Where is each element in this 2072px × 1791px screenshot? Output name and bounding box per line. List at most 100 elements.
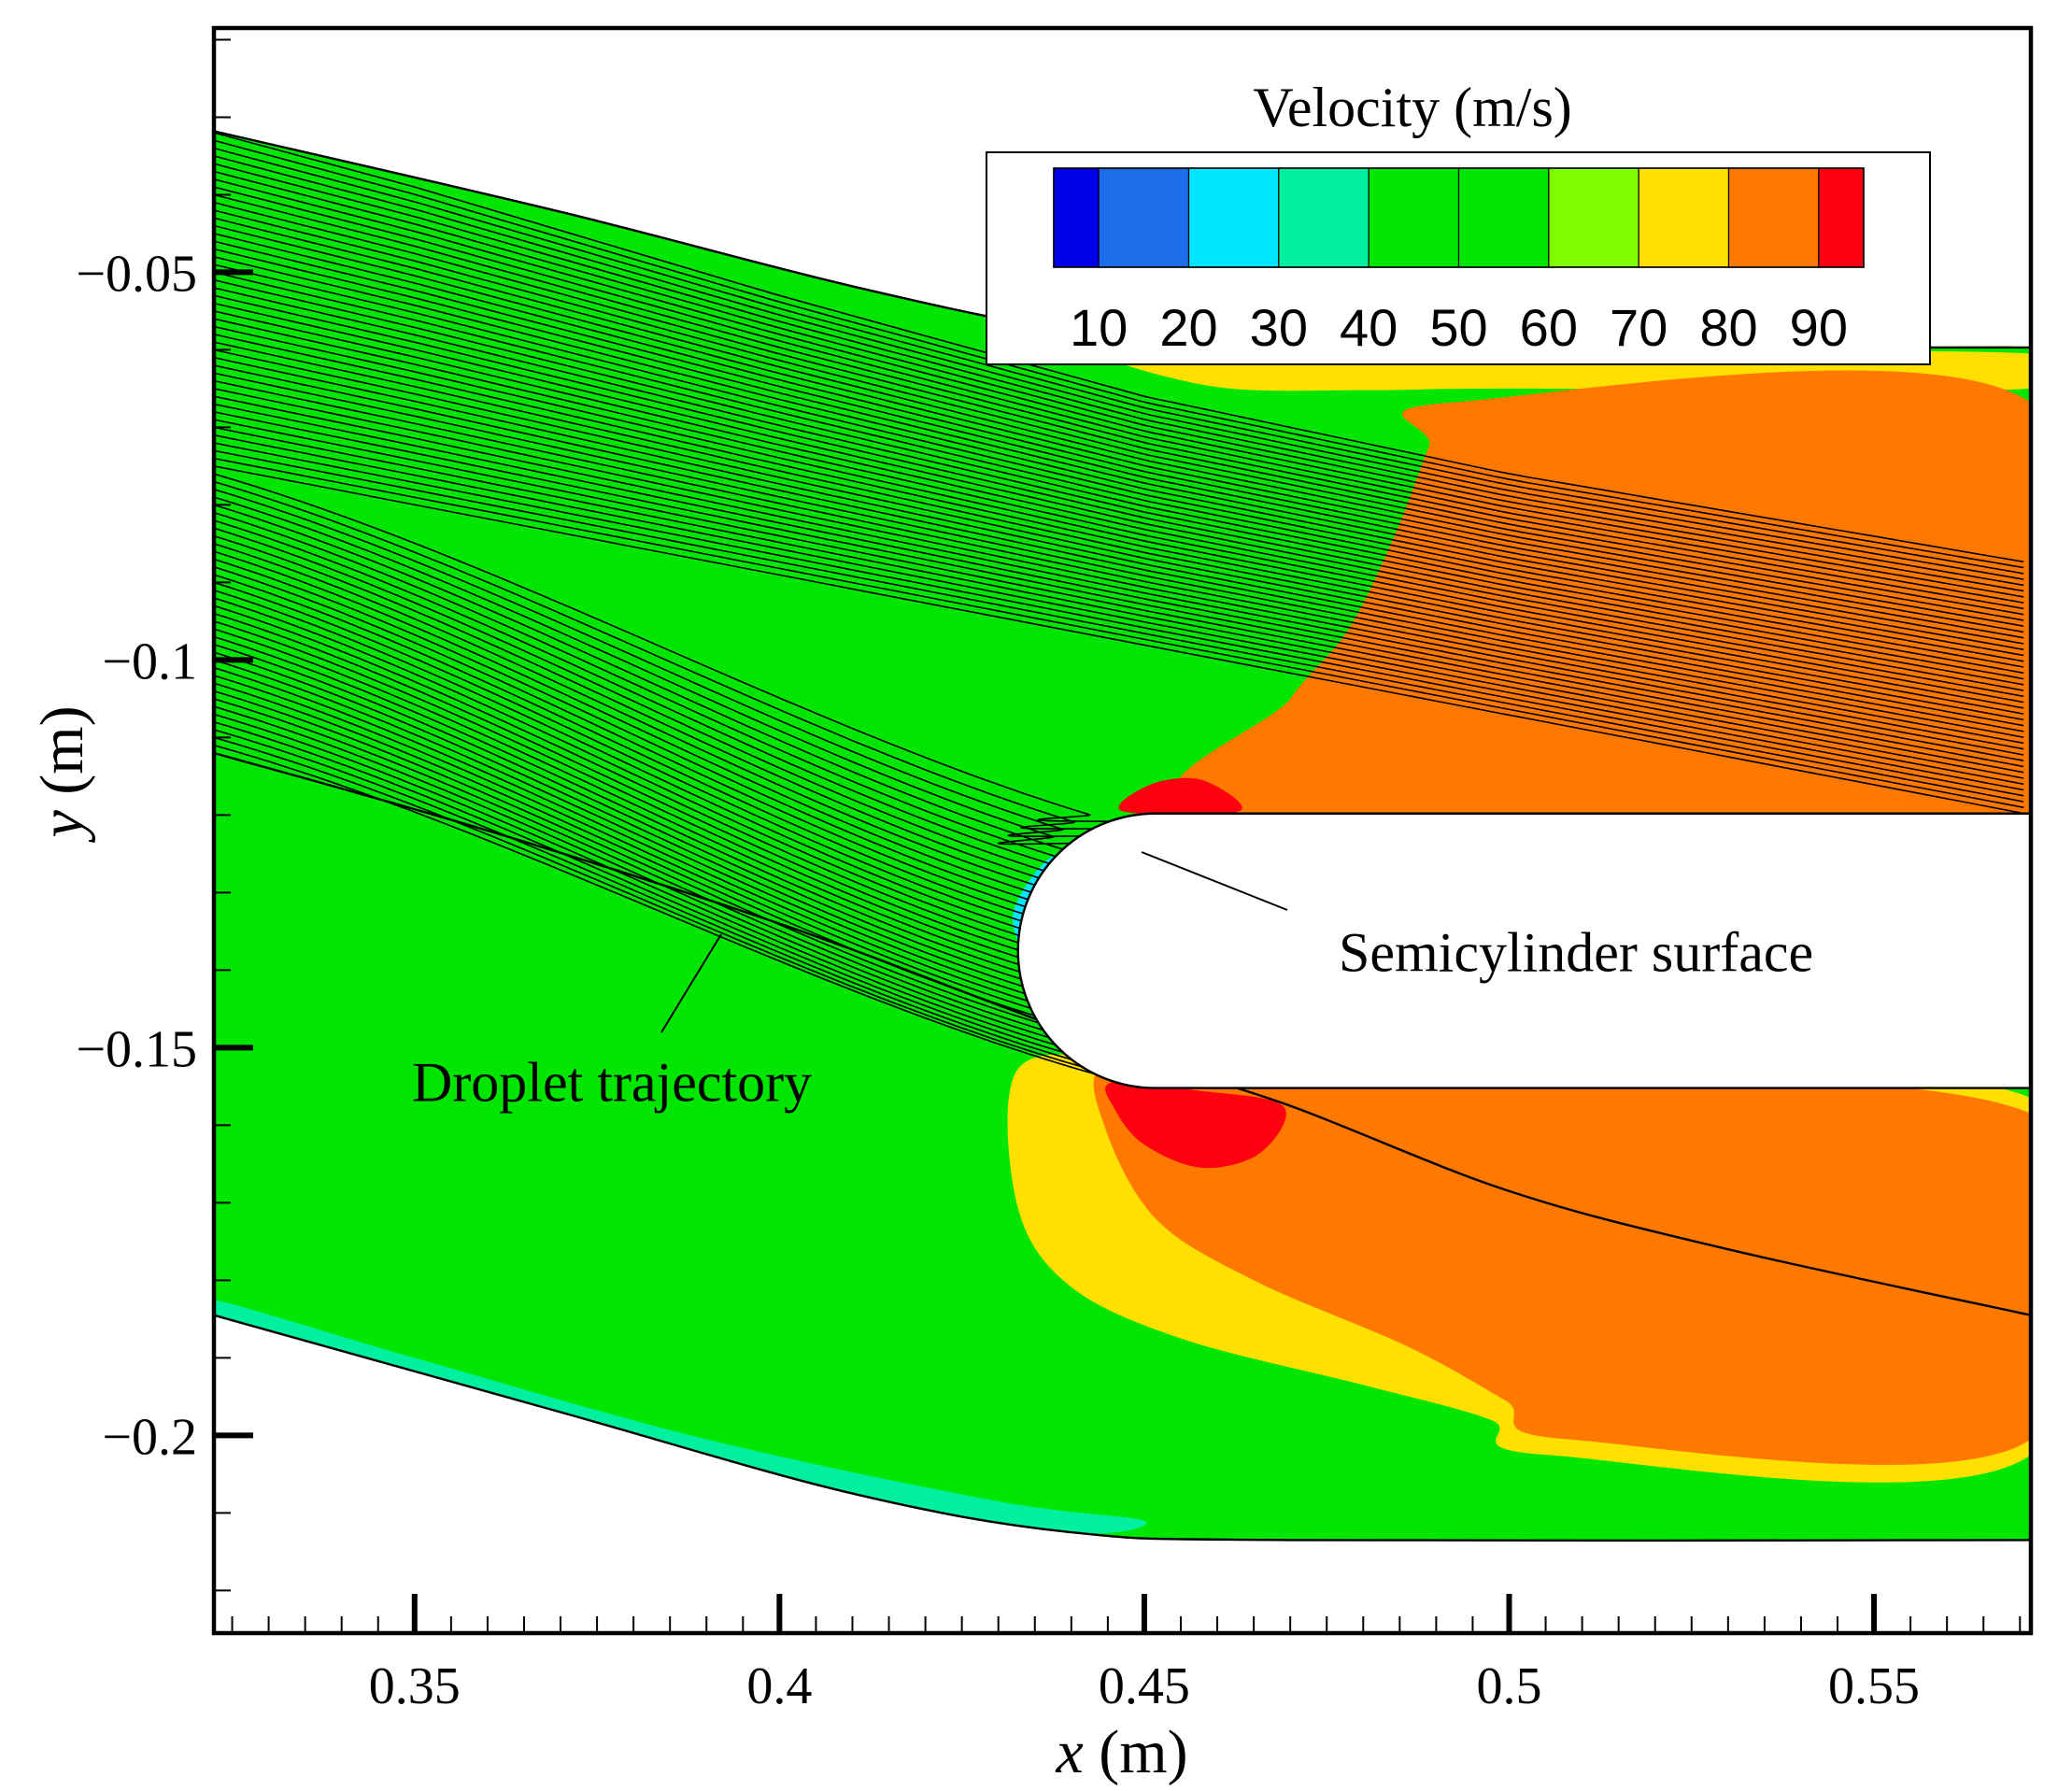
trajectory-line-40 xyxy=(214,442,2024,797)
trajectory-line-70 xyxy=(214,675,1040,1012)
legend-swatch-9 xyxy=(1818,167,1865,268)
x-tick-label: 0.5 xyxy=(1476,1657,1541,1715)
trajectory-line-34 xyxy=(214,395,2024,761)
y-tick-label: −0.05 xyxy=(76,245,197,303)
y-tick-labels: −0.05 −0.1 −0.15 −0.2 xyxy=(76,245,197,1466)
legend-swatches xyxy=(1053,167,1865,268)
trajectory-line-78 xyxy=(214,736,1090,1071)
trajectory-line-12 xyxy=(214,224,2024,633)
trajectory-line-79 xyxy=(214,744,1104,1077)
trajectory-line-39 xyxy=(214,434,2024,791)
trajectory-line-44 xyxy=(214,473,2031,823)
trajectory-line-20 xyxy=(214,287,2024,680)
legend-labels: 10 20 30 40 50 60 70 80 90 xyxy=(1070,298,1848,357)
annotation-droplet-trajectory: Droplet trajectory xyxy=(412,1052,812,1114)
trajectory-line-24 xyxy=(214,318,2024,704)
trajectory-line-63 xyxy=(214,620,1027,961)
trajectory-line-38 xyxy=(214,426,2024,786)
trajectory-line-18 xyxy=(214,271,2024,668)
trajectory-line-29 xyxy=(214,356,2024,732)
trajectory-line-54 xyxy=(214,550,1038,895)
annotation-semicylinder-surface: Semicylinder surface xyxy=(1339,921,1813,983)
trajectory-line-1 xyxy=(214,139,2024,569)
legend-tick-label: 50 xyxy=(1429,298,1487,357)
legend-tick-label: 20 xyxy=(1159,298,1217,357)
y-axis-label: y (m) xyxy=(28,705,96,843)
trajectory-line-76 xyxy=(214,721,1071,1056)
trajectory-line-73 xyxy=(214,698,1052,1034)
x-axis-label: x (m) xyxy=(1055,1718,1187,1786)
trajectory-line-48 xyxy=(214,504,1068,852)
trajectory-line-21 xyxy=(214,294,2024,686)
trajectory-line-36 xyxy=(214,411,2024,774)
y-tick-label: −0.2 xyxy=(102,1408,197,1466)
legend-swatch-3 xyxy=(1278,167,1370,268)
legend: Velocity (m/s) 10 20 30 40 50 60 70 80 90 xyxy=(986,77,1931,365)
y-axis-unit: (m) xyxy=(28,705,96,810)
trajectory-line-25 xyxy=(214,325,2024,709)
y-axis-variable: y xyxy=(28,810,96,844)
trajectory-line-52 xyxy=(214,534,1045,881)
legend-swatch-8 xyxy=(1727,167,1820,268)
contour-region-95-7 xyxy=(1128,1086,1225,1122)
legend-swatch-1 xyxy=(1098,167,1190,268)
legend-swatch-2 xyxy=(1187,167,1280,268)
trajectory-line-47 xyxy=(214,496,2031,846)
x-axis-variable: x xyxy=(1055,1718,1083,1786)
trajectory-line-51 xyxy=(214,527,1050,874)
contour-regions xyxy=(214,350,2031,1543)
trajectory-line-23 xyxy=(214,310,2024,698)
y-tick-label: −0.1 xyxy=(102,633,197,690)
trajectory-line-2 xyxy=(214,147,2024,575)
trajectory-line-53 xyxy=(214,543,1042,888)
trajectory-line-26 xyxy=(214,334,2024,715)
legend-swatch-7 xyxy=(1638,167,1730,268)
contour-region-80-5 xyxy=(1173,370,2031,849)
trajectory-line-15 xyxy=(214,248,2024,651)
trajectory-line-0 xyxy=(214,132,2024,563)
trajectory-line-72 xyxy=(214,689,1047,1027)
trajectory-line-19 xyxy=(214,278,2024,675)
trajectory-line-13 xyxy=(214,233,2024,639)
contour-region-30-1 xyxy=(214,1300,1147,1534)
trajectory-line-68 xyxy=(214,659,1034,998)
contour-region-80-4 xyxy=(1093,1065,2031,1465)
trajectory-line-57 xyxy=(214,574,1031,917)
trajectory-line-62 xyxy=(214,612,1027,954)
droplet-leader-line xyxy=(660,933,722,1033)
y-tick-label: −0.15 xyxy=(76,1020,197,1078)
trajectory-line-7 xyxy=(214,186,2024,604)
x-axis-ticks xyxy=(231,1594,2022,1633)
trajectory-line-65 xyxy=(214,635,1029,975)
trajectory-line-32 xyxy=(214,379,2024,750)
trajectory-line-11 xyxy=(214,217,2024,627)
trajectory-line-28 xyxy=(214,348,2024,727)
contour-region-90-8 xyxy=(1118,777,1242,816)
trajectory-line-31 xyxy=(214,372,2024,745)
x-tick-labels: 0.35 0.4 0.45 0.5 0.55 xyxy=(369,1657,1920,1715)
trajectory-line-10 xyxy=(214,209,2024,621)
trajectory-line-64 xyxy=(214,628,1028,968)
legend-tick-label: 40 xyxy=(1340,298,1398,357)
legend-tick-label: 80 xyxy=(1699,298,1757,357)
trajectory-line-41 xyxy=(214,449,2024,803)
x-axis-unit: (m) xyxy=(1084,1718,1188,1786)
trajectory-line-5 xyxy=(214,170,2024,592)
trajectory-line-37 xyxy=(214,419,2024,779)
legend-tick-label: 10 xyxy=(1070,298,1128,357)
legend-tick-label: 30 xyxy=(1250,298,1308,357)
trajectory-line-56 xyxy=(214,566,1033,910)
x-tick-label: 0.55 xyxy=(1828,1657,1920,1715)
legend-tick-label: 90 xyxy=(1790,298,1848,357)
trajectory-line-50 xyxy=(214,519,1055,866)
channel-bottom-wall xyxy=(214,1314,2031,1542)
trajectory-line-6 xyxy=(214,178,2024,598)
trajectory-line-74 xyxy=(214,705,1057,1041)
legend-swatch-0 xyxy=(1053,167,1100,268)
trajectory-line-66 xyxy=(214,644,1030,983)
trajectory-line-49 xyxy=(214,511,1061,859)
trajectory-line-59 xyxy=(214,589,1029,931)
trajectory-line-35 xyxy=(214,403,2024,768)
trajectory-line-42 xyxy=(214,457,2024,809)
legend-tick-label: 60 xyxy=(1520,298,1578,357)
